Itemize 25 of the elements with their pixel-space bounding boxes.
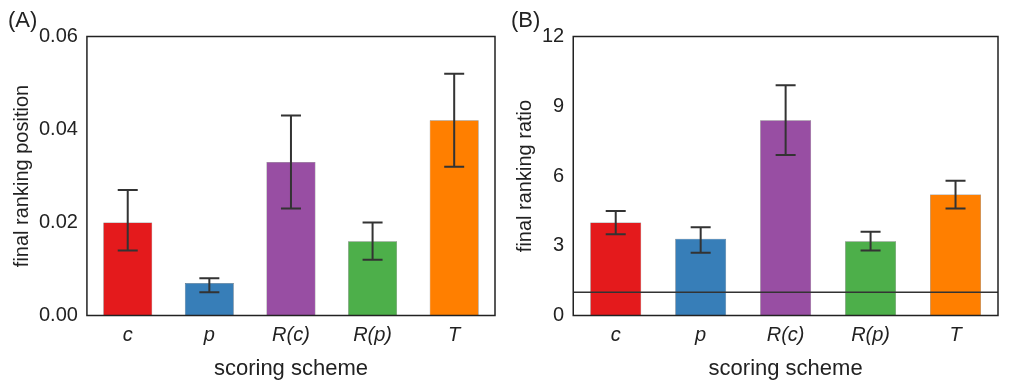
x-tick-label: p: [202, 323, 215, 346]
chart-title: (B): [511, 7, 541, 33]
y-axis-title: final ranking ratio: [512, 99, 535, 253]
x-tick-label: c: [610, 323, 621, 346]
x-tick-label: p: [694, 323, 707, 346]
y-tick-label: 0.04: [38, 116, 78, 139]
y-tick-label: 9: [553, 93, 565, 116]
x-axis-title: scoring scheme: [708, 354, 863, 380]
x-axis-title: scoring scheme: [213, 354, 368, 380]
y-tick-label: 12: [542, 23, 565, 46]
y-tick-label: 0.02: [38, 210, 78, 233]
chart-title: (A): [8, 7, 38, 33]
x-tick-label: R(p): [353, 323, 393, 346]
x-tick-label: R(c): [272, 323, 310, 346]
x-tick-label: R(p): [851, 323, 891, 346]
x-tick-label: R(c): [766, 323, 805, 346]
y-tick-label: 0.06: [38, 23, 78, 46]
y-axis-title: final ranking position: [9, 84, 32, 268]
x-tick-label: T: [448, 323, 463, 346]
y-tick-label: 3: [553, 233, 565, 256]
y-tick-label: 0.00: [38, 303, 78, 326]
y-tick-label: 0: [553, 303, 565, 326]
x-tick-label: c: [122, 323, 133, 346]
y-tick-label: 6: [553, 163, 565, 186]
x-tick-label: T: [949, 323, 964, 346]
